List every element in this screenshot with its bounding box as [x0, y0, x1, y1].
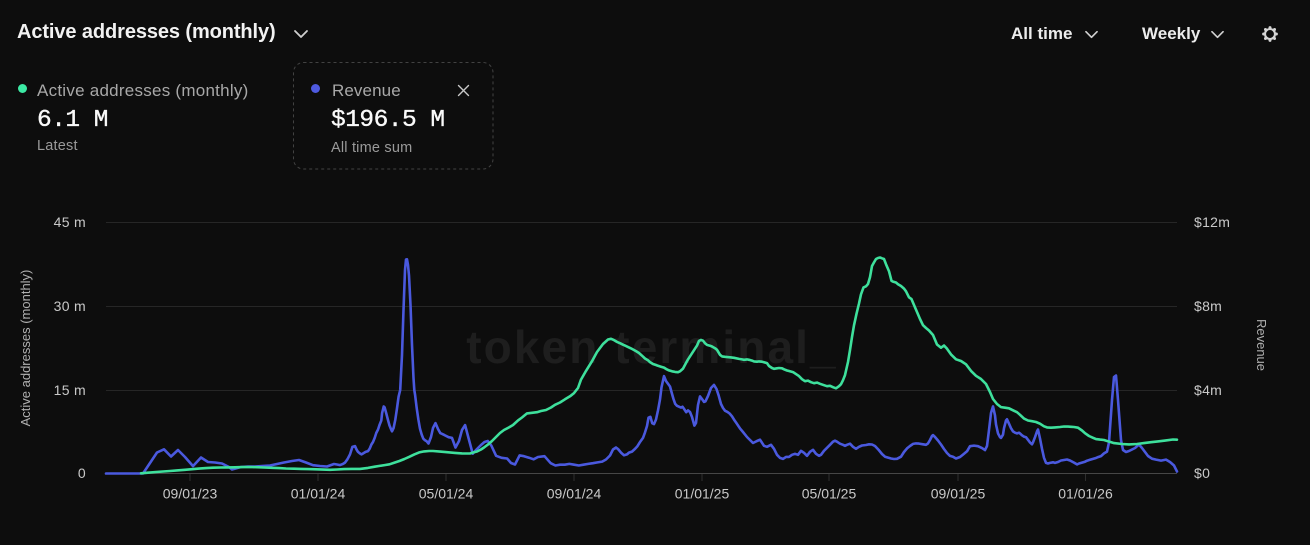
svg-text:15 m: 15 m: [54, 382, 86, 398]
svg-text:09/01/23: 09/01/23: [163, 486, 218, 502]
svg-text:$12m: $12m: [1194, 214, 1230, 230]
svg-text:01/01/25: 01/01/25: [675, 486, 730, 502]
svg-text:05/01/24: 05/01/24: [419, 486, 474, 502]
svg-text:0: 0: [78, 465, 86, 481]
svg-text:01/01/24: 01/01/24: [291, 486, 346, 502]
svg-text:09/01/25: 09/01/25: [931, 486, 986, 502]
svg-text:01/01/26: 01/01/26: [1058, 486, 1113, 502]
svg-text:45 m: 45 m: [54, 214, 86, 230]
svg-text:$0: $0: [1194, 465, 1210, 481]
svg-text:$8m: $8m: [1194, 298, 1222, 314]
svg-text:Revenue: Revenue: [1254, 319, 1269, 371]
svg-text:05/01/25: 05/01/25: [802, 486, 857, 502]
svg-text:Active addresses (monthly): Active addresses (monthly): [18, 270, 33, 427]
svg-text:30 m: 30 m: [54, 298, 86, 314]
svg-text:token terminal_: token terminal_: [466, 321, 838, 373]
svg-text:$4m: $4m: [1194, 382, 1222, 398]
svg-text:09/01/24: 09/01/24: [547, 486, 602, 502]
